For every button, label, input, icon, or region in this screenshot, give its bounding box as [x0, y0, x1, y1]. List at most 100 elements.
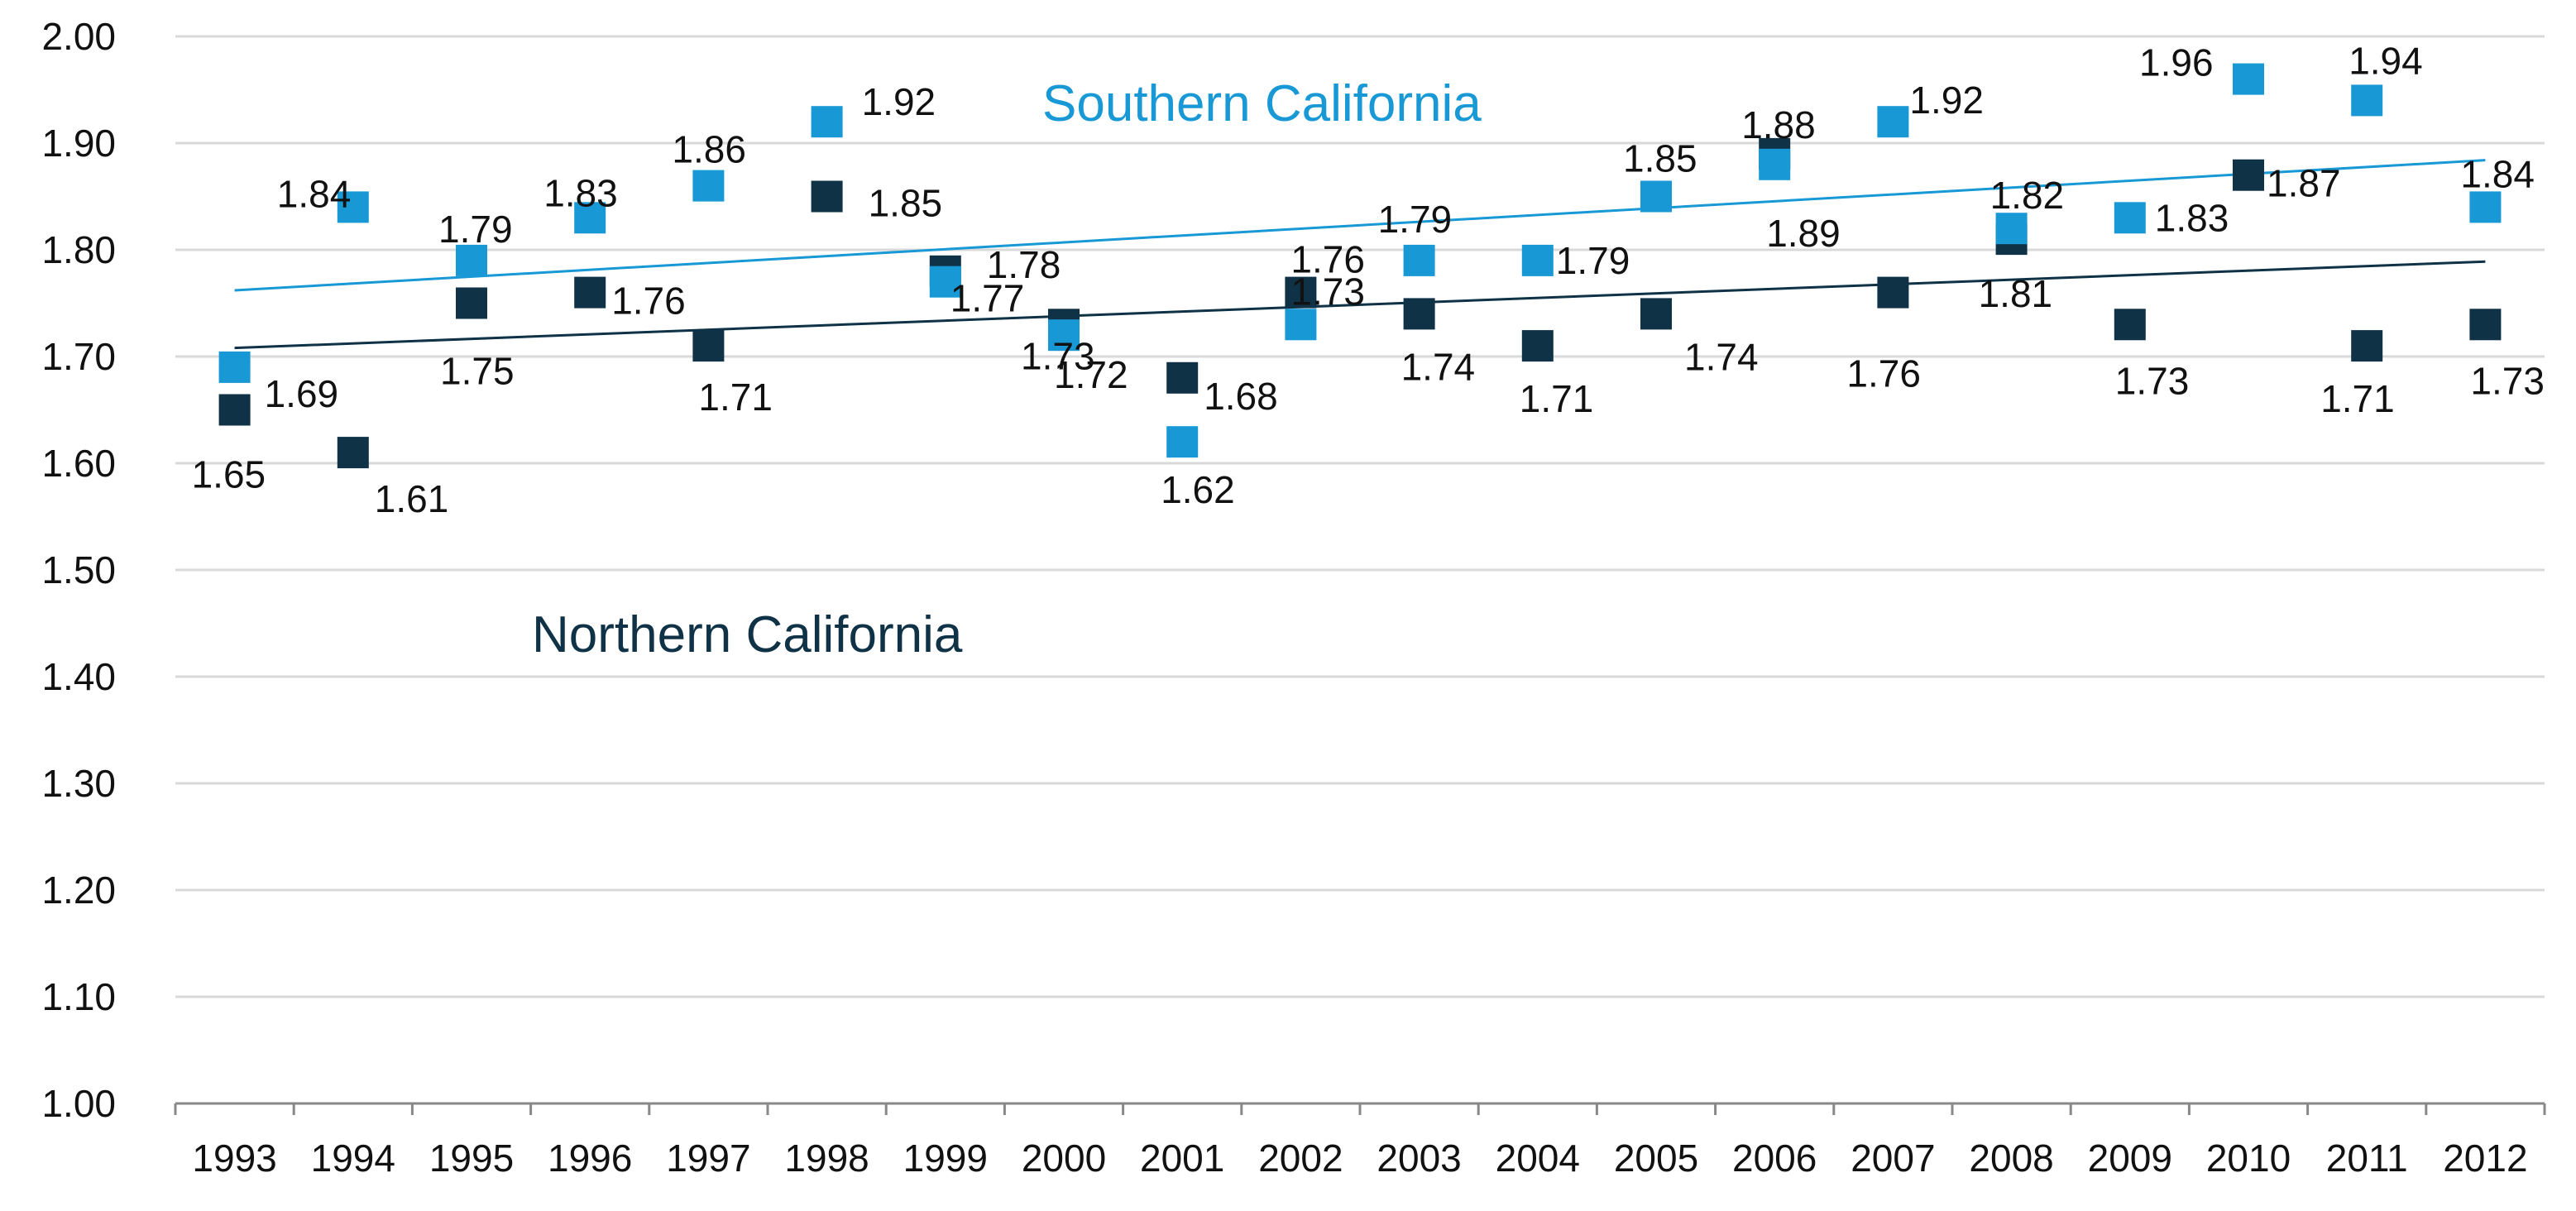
northern-data-label-2002: 1.76 [1290, 238, 1365, 281]
northern-data-label-1998: 1.85 [869, 182, 943, 225]
y-tick-label: 1.00 [41, 1082, 116, 1125]
x-tick-label: 2003 [1377, 1137, 1461, 1180]
x-tick-label: 2011 [2326, 1137, 2408, 1180]
northern-data-label-1995: 1.75 [440, 350, 515, 393]
northern-data-label-1997: 1.71 [698, 376, 773, 419]
northern-data-label-1993: 1.65 [192, 453, 266, 496]
northern-data-label-2005: 1.74 [1684, 335, 1759, 378]
southern-data-label-2012: 1.84 [2460, 152, 2535, 195]
southern-point-2010 [2233, 63, 2264, 95]
southern-point-2003 [1403, 244, 1435, 276]
x-tick-label: 2007 [1851, 1137, 1935, 1180]
southern-point-2004 [1521, 244, 1554, 276]
southern-point-1996 [574, 202, 606, 234]
southern-point-2001 [1166, 426, 1199, 458]
northern-point-2004 [1521, 330, 1554, 362]
northern-data-label-2000: 1.73 [1021, 334, 1095, 377]
northern-point-1993 [218, 394, 251, 426]
x-tick-label: 2005 [1614, 1137, 1698, 1180]
trendlines [234, 159, 2486, 350]
southern-point-1994 [337, 191, 369, 223]
northern-data-label-2006: 1.89 [1766, 212, 1841, 255]
southern-point-1999 [929, 266, 961, 298]
northern-point-1996 [574, 276, 606, 309]
x-tick-label: 1999 [903, 1137, 988, 1180]
northern-point-2001 [1166, 361, 1199, 394]
data-points [218, 63, 2502, 469]
southern-point-2000 [1048, 319, 1080, 352]
southern-california-series-label: Southern California [1042, 75, 1482, 132]
x-tick-label: 2006 [1732, 1137, 1817, 1180]
northern-data-label-2009: 1.73 [2115, 359, 2190, 402]
southern-data-label-2007: 1.92 [1909, 79, 1984, 122]
x-tick-label: 2008 [1969, 1137, 2053, 1180]
southern-data-label-2000: 1.72 [1054, 353, 1128, 396]
x-axis [174, 1102, 2546, 1115]
x-tick-label: 2010 [2206, 1137, 2291, 1180]
northern-point-2007 [1877, 276, 1909, 309]
data-labels: 1.69 1.84 1.79 1.83 1.86 1.92 1.77 1.72 1.62 1.73… [192, 39, 2545, 520]
x-axis-ticks: 1993 1994 1995 1996 1997 1998 1999 2000 2001 2002… [192, 1137, 2527, 1180]
y-tick-label: 1.10 [41, 975, 116, 1018]
southern-data-label-2004: 1.79 [1556, 239, 1630, 282]
y-tick-label: 1.90 [41, 122, 116, 165]
southern-data-label-1993: 1.69 [265, 372, 339, 415]
northern-california-series-label: Northern California [532, 606, 963, 663]
southern-data-label-1999: 1.77 [950, 277, 1025, 320]
x-tick-label: 2000 [1022, 1137, 1106, 1180]
southern-point-1995 [456, 244, 487, 276]
southern-data-label-2005: 1.85 [1623, 137, 1697, 180]
x-tick-label: 2012 [2443, 1137, 2527, 1180]
southern-data-label-1997: 1.86 [672, 128, 746, 171]
x-tick-label: 1997 [666, 1137, 750, 1180]
y-tick-label: 2.00 [41, 15, 116, 58]
x-tick-label: 2002 [1258, 1137, 1343, 1180]
southern-trendline [234, 159, 2486, 292]
southern-data-label-1998: 1.92 [862, 80, 936, 123]
x-tick-label: 2004 [1496, 1137, 1580, 1180]
gridlines [175, 35, 2545, 998]
y-tick-label: 1.80 [41, 228, 116, 271]
y-tick-label: 1.50 [41, 548, 116, 591]
northern-data-label-2010: 1.87 [2267, 162, 2341, 205]
northern-point-2003 [1403, 298, 1435, 330]
northern-data-label-1999: 1.78 [987, 243, 1061, 286]
northern-point-2012 [2469, 309, 2502, 341]
southern-data-label-1995: 1.79 [438, 208, 513, 251]
northern-point-1998 [811, 180, 843, 213]
southern-data-label-1996: 1.83 [543, 171, 618, 214]
northern-point-1995 [456, 287, 487, 319]
northern-point-1994 [337, 437, 369, 469]
y-tick-label: 1.60 [41, 442, 116, 485]
southern-data-label-2008: 1.82 [1990, 174, 2065, 217]
northern-point-2002 [1285, 276, 1317, 309]
northern-data-label-2004: 1.71 [1520, 377, 1594, 420]
northern-data-label-2011: 1.71 [2320, 377, 2395, 420]
y-tick-label: 1.20 [41, 869, 116, 912]
southern-point-2011 [2351, 84, 2383, 117]
southern-data-label-2001: 1.62 [1161, 468, 1235, 511]
northern-point-2009 [2114, 309, 2146, 341]
northern-data-label-1994: 1.61 [375, 477, 449, 520]
x-tick-label: 1993 [192, 1137, 276, 1180]
y-tick-label: 1.30 [41, 762, 116, 805]
southern-point-2002 [1285, 309, 1317, 341]
southern-point-1997 [692, 170, 725, 202]
y-tick-label: 1.70 [41, 335, 116, 378]
southern-data-label-1994: 1.84 [277, 172, 352, 215]
southern-data-label-2010: 1.96 [2139, 41, 2214, 84]
x-tick-label: 2009 [2088, 1137, 2172, 1180]
northern-data-label-2001: 1.68 [1204, 375, 1278, 418]
x-tick-label: 1995 [429, 1137, 514, 1180]
northern-trendline [234, 260, 2486, 350]
northern-data-label-2003: 1.74 [1401, 345, 1476, 388]
southern-point-2009 [2114, 202, 2146, 234]
y-axis-ticks: 1.00 1.10 1.20 1.30 1.40 1.50 1.60 1.70 1.80 1.90… [41, 15, 116, 1125]
southern-point-2008 [1995, 213, 2028, 245]
x-tick-label: 1994 [311, 1137, 395, 1180]
southern-data-label-2002: 1.73 [1290, 270, 1365, 313]
southern-point-1998 [811, 106, 843, 138]
northern-data-label-2012: 1.73 [2470, 359, 2545, 402]
northern-data-label-2008: 1.81 [1979, 272, 2053, 315]
